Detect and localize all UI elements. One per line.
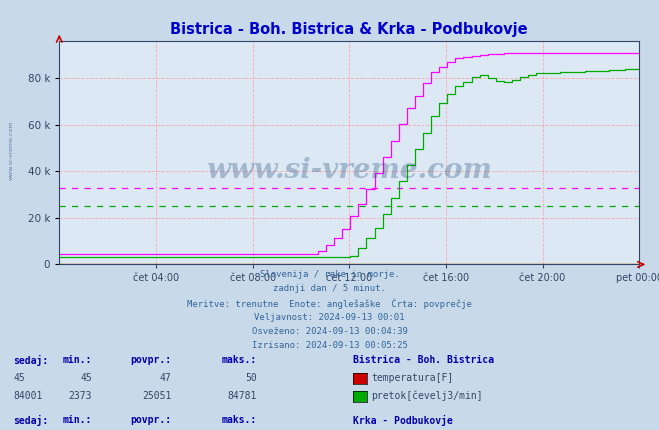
- Text: temperatura[F]: temperatura[F]: [371, 373, 453, 383]
- Text: sedaj:: sedaj:: [13, 355, 48, 366]
- Text: zadnji dan / 5 minut.: zadnji dan / 5 minut.: [273, 284, 386, 293]
- Text: www.si-vreme.com: www.si-vreme.com: [206, 157, 492, 184]
- Text: 2373: 2373: [69, 391, 92, 401]
- Text: 50: 50: [245, 373, 257, 383]
- Text: 47: 47: [159, 373, 171, 383]
- Text: sedaj:: sedaj:: [13, 415, 48, 426]
- Text: min.:: min.:: [63, 355, 92, 365]
- Text: Bistrica - Boh. Bistrica: Bistrica - Boh. Bistrica: [353, 355, 494, 365]
- Text: povpr.:: povpr.:: [130, 355, 171, 365]
- Text: Izrisano: 2024-09-13 00:05:25: Izrisano: 2024-09-13 00:05:25: [252, 341, 407, 350]
- Text: pretok[čevelj3/min]: pretok[čevelj3/min]: [371, 391, 482, 401]
- Text: maks.:: maks.:: [222, 355, 257, 365]
- Text: maks.:: maks.:: [222, 415, 257, 424]
- Text: Krka - Podbukovje: Krka - Podbukovje: [353, 415, 453, 426]
- Text: 45: 45: [80, 373, 92, 383]
- Text: Osveženo: 2024-09-13 00:04:39: Osveženo: 2024-09-13 00:04:39: [252, 327, 407, 336]
- Text: 84781: 84781: [227, 391, 257, 401]
- Text: povpr.:: povpr.:: [130, 415, 171, 424]
- Text: www.si-vreme.com: www.si-vreme.com: [9, 121, 14, 180]
- Text: min.:: min.:: [63, 415, 92, 424]
- Text: Veljavnost: 2024-09-13 00:01: Veljavnost: 2024-09-13 00:01: [254, 313, 405, 322]
- Text: Slovenija / reke in morje.: Slovenija / reke in morje.: [260, 270, 399, 279]
- Title: Bistrica - Boh. Bistrica & Krka - Podbukovje: Bistrica - Boh. Bistrica & Krka - Podbuk…: [171, 22, 528, 37]
- Text: 45: 45: [13, 373, 25, 383]
- Text: 25051: 25051: [142, 391, 171, 401]
- Text: 84001: 84001: [13, 391, 43, 401]
- Text: Meritve: trenutne  Enote: anglešaške  Črta: povprečje: Meritve: trenutne Enote: anglešaške Črta…: [187, 298, 472, 309]
